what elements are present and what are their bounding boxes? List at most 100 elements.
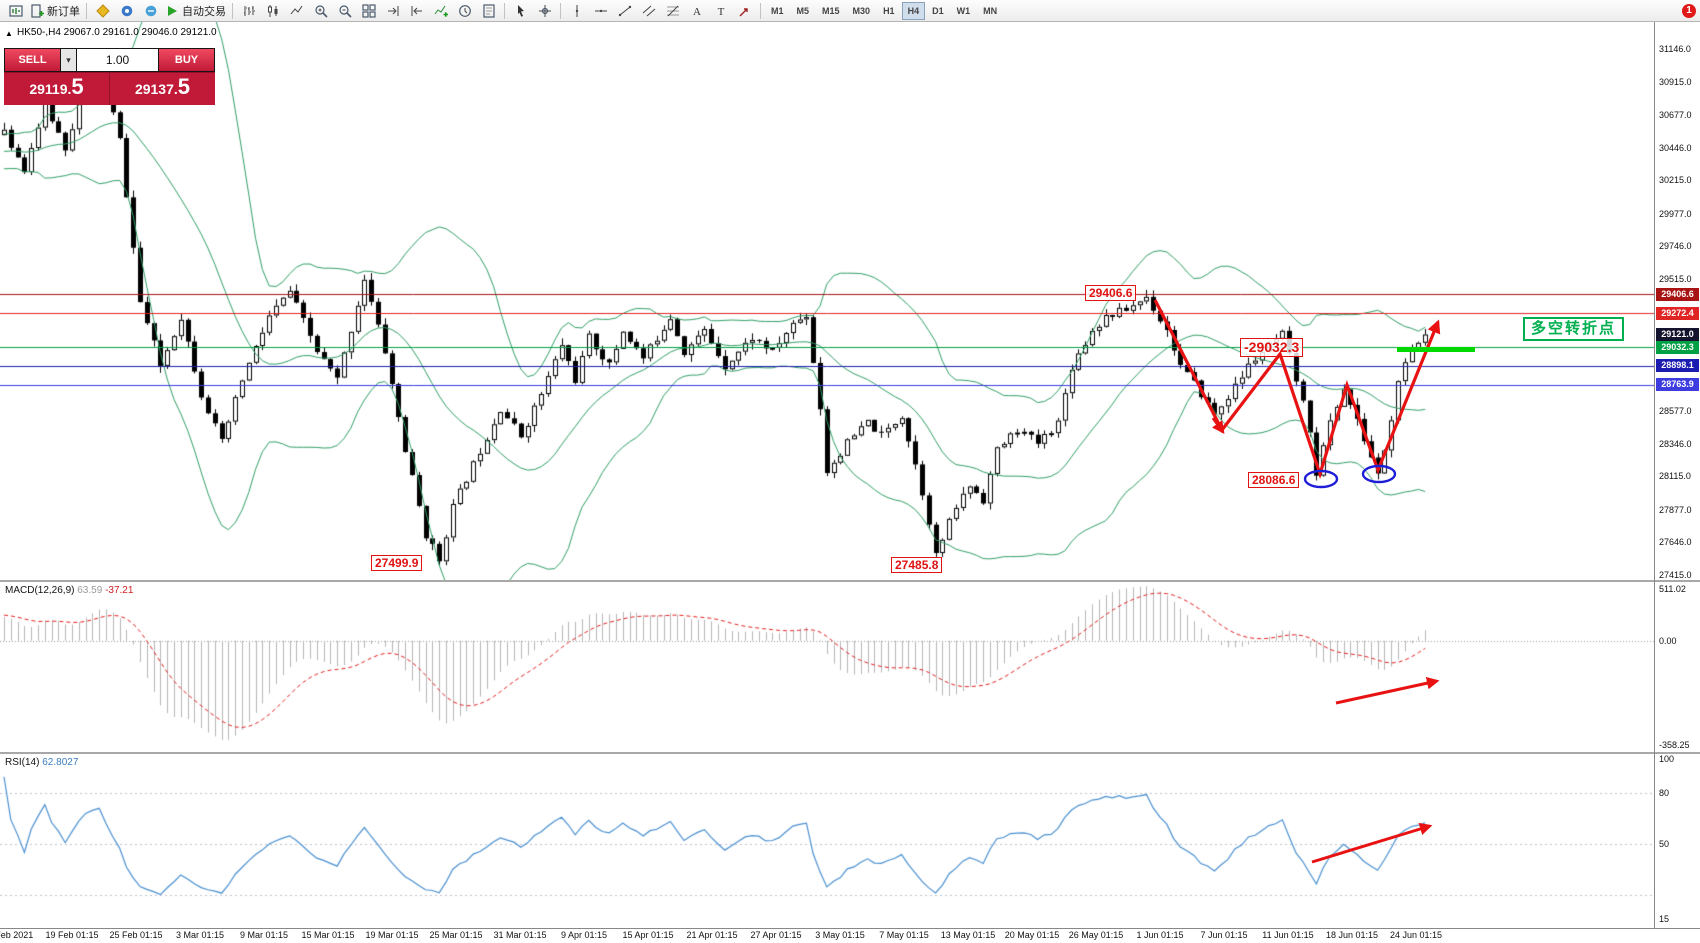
chart-window: ▲ HK50-,H4 29067.0 29161.0 29046.0 29121… xyxy=(0,22,1700,943)
vertical-line-icon xyxy=(575,4,578,17)
rsi-axis-label: 50 xyxy=(1659,839,1670,849)
symbol-ohlc-readout: HK50-,H4 29067.0 29161.0 29046.0 29121.0 xyxy=(17,27,217,38)
indicators-button[interactable] xyxy=(429,1,452,20)
text-icon: A xyxy=(693,6,701,18)
panel-splitter[interactable] xyxy=(0,752,1700,754)
volume-dropdown[interactable]: ▾ xyxy=(61,49,76,71)
price-axis-label: 28577.0 xyxy=(1659,406,1692,417)
sell-button[interactable]: SELL xyxy=(5,49,60,71)
economic-calendar-button[interactable] xyxy=(139,1,162,20)
zoom-out-button[interactable] xyxy=(333,1,356,20)
timeframe-m5[interactable]: M5 xyxy=(796,5,810,16)
macd-panel-canvas[interactable] xyxy=(0,582,1655,752)
cursor-icon xyxy=(517,4,524,17)
low2-label[interactable]: 27485.8 xyxy=(891,557,943,573)
panel-splitter[interactable] xyxy=(0,580,1700,582)
timeframe-h4[interactable]: H4 xyxy=(901,1,926,20)
vertical-line-button[interactable] xyxy=(565,1,588,20)
text-label-button[interactable]: T xyxy=(709,1,732,20)
main-chart-canvas[interactable] xyxy=(0,22,1655,580)
notification-badge[interactable]: 1 xyxy=(1682,3,1696,18)
market-button[interactable] xyxy=(91,1,114,20)
one-click-collapse-toggle[interactable]: ▲ xyxy=(5,29,13,38)
trendline-button[interactable] xyxy=(613,1,636,20)
time-axis-separator xyxy=(0,928,1700,929)
cursor-button[interactable] xyxy=(509,1,532,20)
buy-price[interactable]: 29137. 5 xyxy=(110,73,215,105)
chart-window-button[interactable] xyxy=(4,1,27,20)
volume-input[interactable]: 1.00 xyxy=(77,49,158,71)
one-click-trading-panel: SELL ▾ 1.00 BUY 29119. 5 29137. 5 xyxy=(4,48,215,105)
price-axis-separator xyxy=(1654,22,1655,928)
time-axis-label: 27 Apr 01:15 xyxy=(750,930,802,940)
rsi-axis-label: 15 xyxy=(1659,914,1670,924)
time-axis-label: 15 Mar 01:15 xyxy=(301,930,355,940)
bars-chart-icon xyxy=(243,5,255,16)
line-chart-icon xyxy=(290,5,302,14)
pivot-price-label[interactable]: -29032.3 xyxy=(1240,338,1304,357)
timeframe-m15[interactable]: M15 xyxy=(822,5,840,16)
price-tag: 29032.3 xyxy=(1656,340,1699,354)
time-axis-label: 11 Jun 01:15 xyxy=(1262,930,1314,940)
timeframe-mn[interactable]: MN xyxy=(983,5,998,16)
high-price-label[interactable]: 29406.6 xyxy=(1085,285,1137,301)
buy-button[interactable]: BUY xyxy=(159,49,214,71)
toolbar-separator xyxy=(560,2,561,19)
time-axis-label: 25 Mar 01:15 xyxy=(429,930,483,940)
channel-button[interactable] xyxy=(637,1,660,20)
toolbar-separator xyxy=(232,2,233,19)
bars-chart-button[interactable] xyxy=(237,1,260,20)
zoom-in-button[interactable] xyxy=(309,1,332,20)
equidistant-channel-icon xyxy=(642,5,655,16)
autotrade-button[interactable]: 自动交易 xyxy=(163,1,228,20)
zoom-in-icon xyxy=(314,4,328,18)
price-tag: 29272.4 xyxy=(1656,306,1699,320)
svg-text:T: T xyxy=(717,6,724,18)
time-axis-label: 18 Jun 01:15 xyxy=(1325,930,1379,940)
rsi-panel-canvas[interactable] xyxy=(0,754,1655,928)
timeframe-w1[interactable]: W1 xyxy=(956,5,971,16)
auto-scroll-button[interactable] xyxy=(381,1,404,20)
time-axis-label: 26 May 01:15 xyxy=(1068,930,1124,940)
rsi-label: RSI(14) 62.8027 xyxy=(5,757,78,768)
rsi-title: RSI(14) xyxy=(5,757,40,768)
timeframe-m1[interactable]: M1 xyxy=(771,5,784,16)
time-axis-label: 9 Apr 01:15 xyxy=(560,930,608,940)
period-selector-icon xyxy=(458,4,471,17)
chart-shift-icon xyxy=(411,5,422,16)
templates-button[interactable] xyxy=(477,1,500,20)
community-button[interactable] xyxy=(115,1,138,20)
sell-price-main: 29119. xyxy=(29,81,72,97)
text-button[interactable]: A xyxy=(685,1,708,20)
line-chart-button[interactable] xyxy=(285,1,308,20)
new-order-button[interactable]: 新订单 xyxy=(28,1,82,20)
horizontal-line-button[interactable] xyxy=(589,1,612,20)
toolbar-separator xyxy=(760,2,761,19)
rsi-value: 62.8027 xyxy=(42,757,79,768)
tile-windows-icon xyxy=(361,3,376,18)
candlestick-chart-button[interactable] xyxy=(261,1,284,20)
macd-axis-label: 511.02 xyxy=(1659,584,1686,594)
timeframe-d1[interactable]: D1 xyxy=(932,5,944,16)
double-bottom-label[interactable]: 28086.6 xyxy=(1248,472,1300,488)
turning-point-label[interactable]: 多空转折点 xyxy=(1523,317,1625,341)
buy-price-main: 29137. xyxy=(134,81,178,97)
arrows-button[interactable] xyxy=(733,1,756,20)
arrows-tool-icon xyxy=(739,7,748,16)
timeframe-m30[interactable]: M30 xyxy=(852,5,871,16)
time-axis-label: 24 Jun 01:15 xyxy=(1389,930,1443,940)
chart-shift-button[interactable] xyxy=(405,1,428,20)
sell-price-pips: 5 xyxy=(71,74,84,99)
fibonacci-button[interactable] xyxy=(661,1,684,20)
tile-windows-button[interactable] xyxy=(357,1,380,20)
mql-market-icon xyxy=(95,3,110,18)
toolbar-separator xyxy=(504,2,505,19)
sell-price[interactable]: 29119. 5 xyxy=(4,73,109,105)
low1-label[interactable]: 27499.9 xyxy=(371,555,423,571)
indicator-add-icon xyxy=(434,5,448,17)
timeframe-h1[interactable]: H1 xyxy=(883,5,895,16)
crosshair-button[interactable] xyxy=(533,1,556,20)
periods-button[interactable] xyxy=(453,1,476,20)
time-axis-label: 7 Jun 01:15 xyxy=(1200,930,1248,940)
